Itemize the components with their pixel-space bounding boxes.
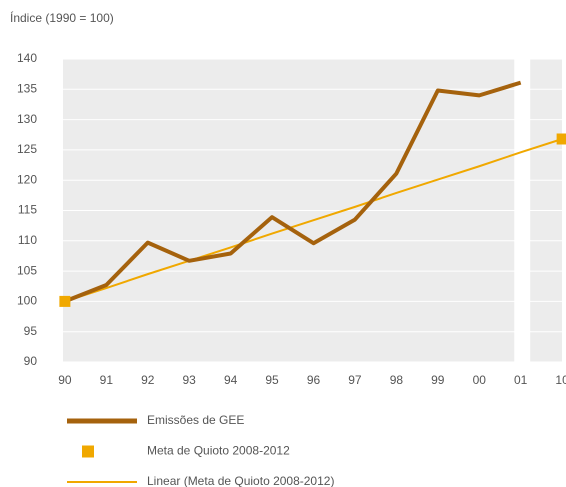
y-tick-label: 115 [18, 203, 37, 217]
y-tick-label: 90 [24, 354, 38, 368]
trend-line [64, 138, 563, 303]
y-tick-label: 120 [17, 172, 37, 186]
x-tick-label: 91 [100, 373, 114, 387]
emissions-line [64, 80, 522, 304]
legend-label: Meta de Quioto 2008-2012 [147, 444, 290, 458]
x-tick-label: 10 [555, 373, 566, 387]
y-tick-label: 100 [17, 294, 37, 308]
y-tick-label: 105 [17, 263, 37, 277]
x-tick-label: 94 [224, 373, 238, 387]
legend-swatch [82, 445, 94, 458]
x-tick-label: 95 [265, 373, 279, 387]
y-tick-label: 110 [18, 233, 37, 247]
x-tick-label: 99 [431, 373, 445, 387]
x-tick-label: 01 [514, 373, 528, 387]
y-tick-label: 125 [17, 142, 37, 156]
x-tick-label: 98 [390, 373, 404, 387]
target-marker [556, 133, 566, 145]
x-tick-label: 97 [348, 373, 362, 387]
y-tick-label: 135 [17, 81, 37, 95]
x-tick-label: 00 [473, 373, 487, 387]
legend-label: Emissões de GEE [147, 413, 244, 427]
y-tick-label: 130 [17, 112, 37, 126]
y-tick-label: 95 [24, 324, 38, 338]
x-tick-label: 90 [58, 373, 72, 387]
x-tick-label: 93 [183, 373, 197, 387]
x-tick-label: 92 [141, 373, 155, 387]
y-tick-label: 140 [17, 51, 37, 65]
target-marker [59, 295, 71, 307]
x-tick-label: 96 [307, 373, 321, 387]
legend-label: Linear (Meta de Quioto 2008-2012) [147, 474, 334, 487]
chart-title: Índice (1990 = 100) [10, 10, 114, 25]
